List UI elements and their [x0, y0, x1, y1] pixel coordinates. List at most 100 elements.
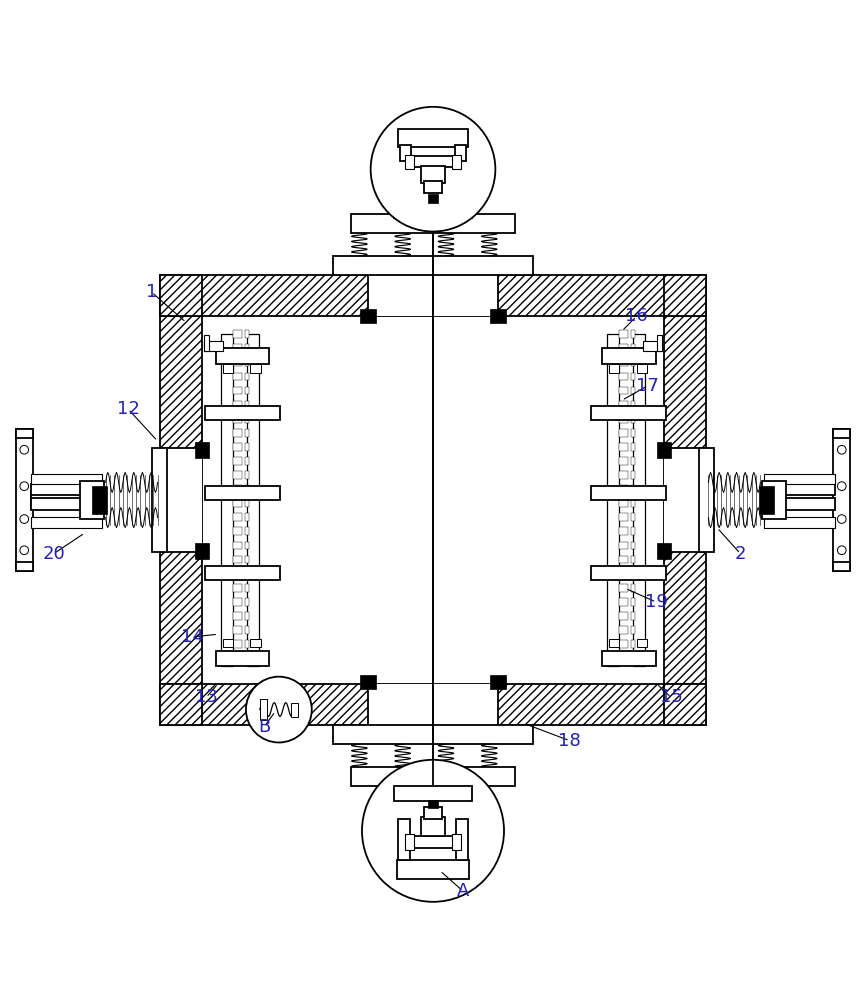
Bar	[591, 486, 666, 500]
Bar	[31, 497, 102, 509]
Bar	[398, 819, 410, 860]
Bar	[619, 471, 628, 479]
Bar	[245, 330, 249, 338]
Bar	[631, 570, 635, 577]
Bar	[657, 335, 662, 351]
Bar	[428, 800, 438, 808]
Bar	[424, 181, 442, 193]
Bar	[360, 309, 376, 323]
Bar	[602, 651, 656, 666]
Bar	[631, 358, 635, 366]
Bar	[631, 626, 635, 634]
Bar	[80, 481, 104, 519]
Bar	[619, 640, 628, 648]
Text: A: A	[457, 882, 469, 900]
Bar	[410, 156, 456, 167]
Bar	[245, 373, 249, 380]
Bar	[637, 639, 647, 647]
Bar	[16, 429, 33, 571]
Bar	[619, 443, 628, 451]
Bar	[609, 639, 619, 647]
Bar	[619, 556, 628, 563]
Bar	[245, 344, 249, 352]
Bar	[490, 675, 506, 689]
Bar	[260, 699, 267, 720]
Bar	[202, 316, 664, 684]
Bar	[233, 401, 242, 408]
Bar	[333, 725, 533, 744]
Bar	[619, 527, 628, 535]
Bar	[619, 513, 628, 521]
Bar	[245, 584, 249, 592]
Bar	[160, 684, 706, 725]
Bar	[233, 598, 242, 606]
Bar	[631, 612, 635, 620]
Bar	[223, 364, 233, 373]
Circle shape	[837, 482, 846, 490]
Bar	[631, 527, 635, 535]
Bar	[233, 344, 242, 352]
Circle shape	[246, 677, 312, 742]
Text: 17: 17	[637, 377, 659, 395]
Bar	[291, 703, 298, 716]
Bar	[619, 429, 628, 437]
Bar	[637, 364, 647, 373]
Text: 16: 16	[625, 307, 648, 325]
Bar	[233, 570, 242, 577]
Bar	[619, 584, 628, 592]
Bar	[428, 194, 438, 203]
Bar	[360, 675, 376, 689]
Bar	[245, 513, 249, 521]
Bar	[452, 155, 461, 169]
Bar	[152, 448, 167, 552]
Bar	[233, 358, 242, 366]
Bar	[405, 155, 414, 169]
Bar	[160, 448, 202, 552]
Bar	[245, 471, 249, 479]
Bar	[233, 330, 242, 338]
Bar	[245, 626, 249, 634]
Bar	[205, 486, 280, 500]
Bar	[351, 214, 515, 233]
Bar	[398, 129, 468, 147]
Bar	[245, 556, 249, 563]
Bar	[233, 499, 242, 507]
Bar	[368, 275, 498, 316]
Bar	[631, 654, 635, 662]
Bar	[233, 556, 242, 563]
Bar	[619, 373, 628, 380]
Bar	[619, 542, 628, 549]
Circle shape	[837, 546, 846, 555]
Bar	[160, 275, 706, 316]
Bar	[619, 358, 628, 366]
Bar	[247, 334, 259, 666]
Bar	[657, 442, 671, 458]
Bar	[833, 429, 850, 438]
Bar	[631, 499, 635, 507]
Circle shape	[20, 546, 29, 555]
Bar	[631, 640, 635, 648]
Bar	[160, 316, 202, 684]
Bar	[216, 651, 269, 666]
Bar	[250, 639, 261, 647]
Bar	[216, 348, 269, 364]
Bar	[490, 309, 506, 323]
Bar	[250, 364, 261, 373]
Bar	[245, 387, 249, 394]
Bar	[394, 786, 472, 801]
Bar	[631, 542, 635, 549]
Bar	[245, 443, 249, 451]
Circle shape	[20, 445, 29, 454]
Bar	[664, 448, 706, 552]
Bar	[657, 543, 671, 559]
Text: 12: 12	[117, 400, 139, 418]
Bar	[245, 542, 249, 549]
Bar	[221, 334, 233, 666]
Bar	[205, 566, 280, 580]
Bar	[233, 387, 242, 394]
Bar	[631, 429, 635, 437]
Bar	[233, 485, 242, 493]
Bar	[619, 457, 628, 465]
Bar	[699, 448, 714, 552]
Bar	[764, 484, 835, 495]
